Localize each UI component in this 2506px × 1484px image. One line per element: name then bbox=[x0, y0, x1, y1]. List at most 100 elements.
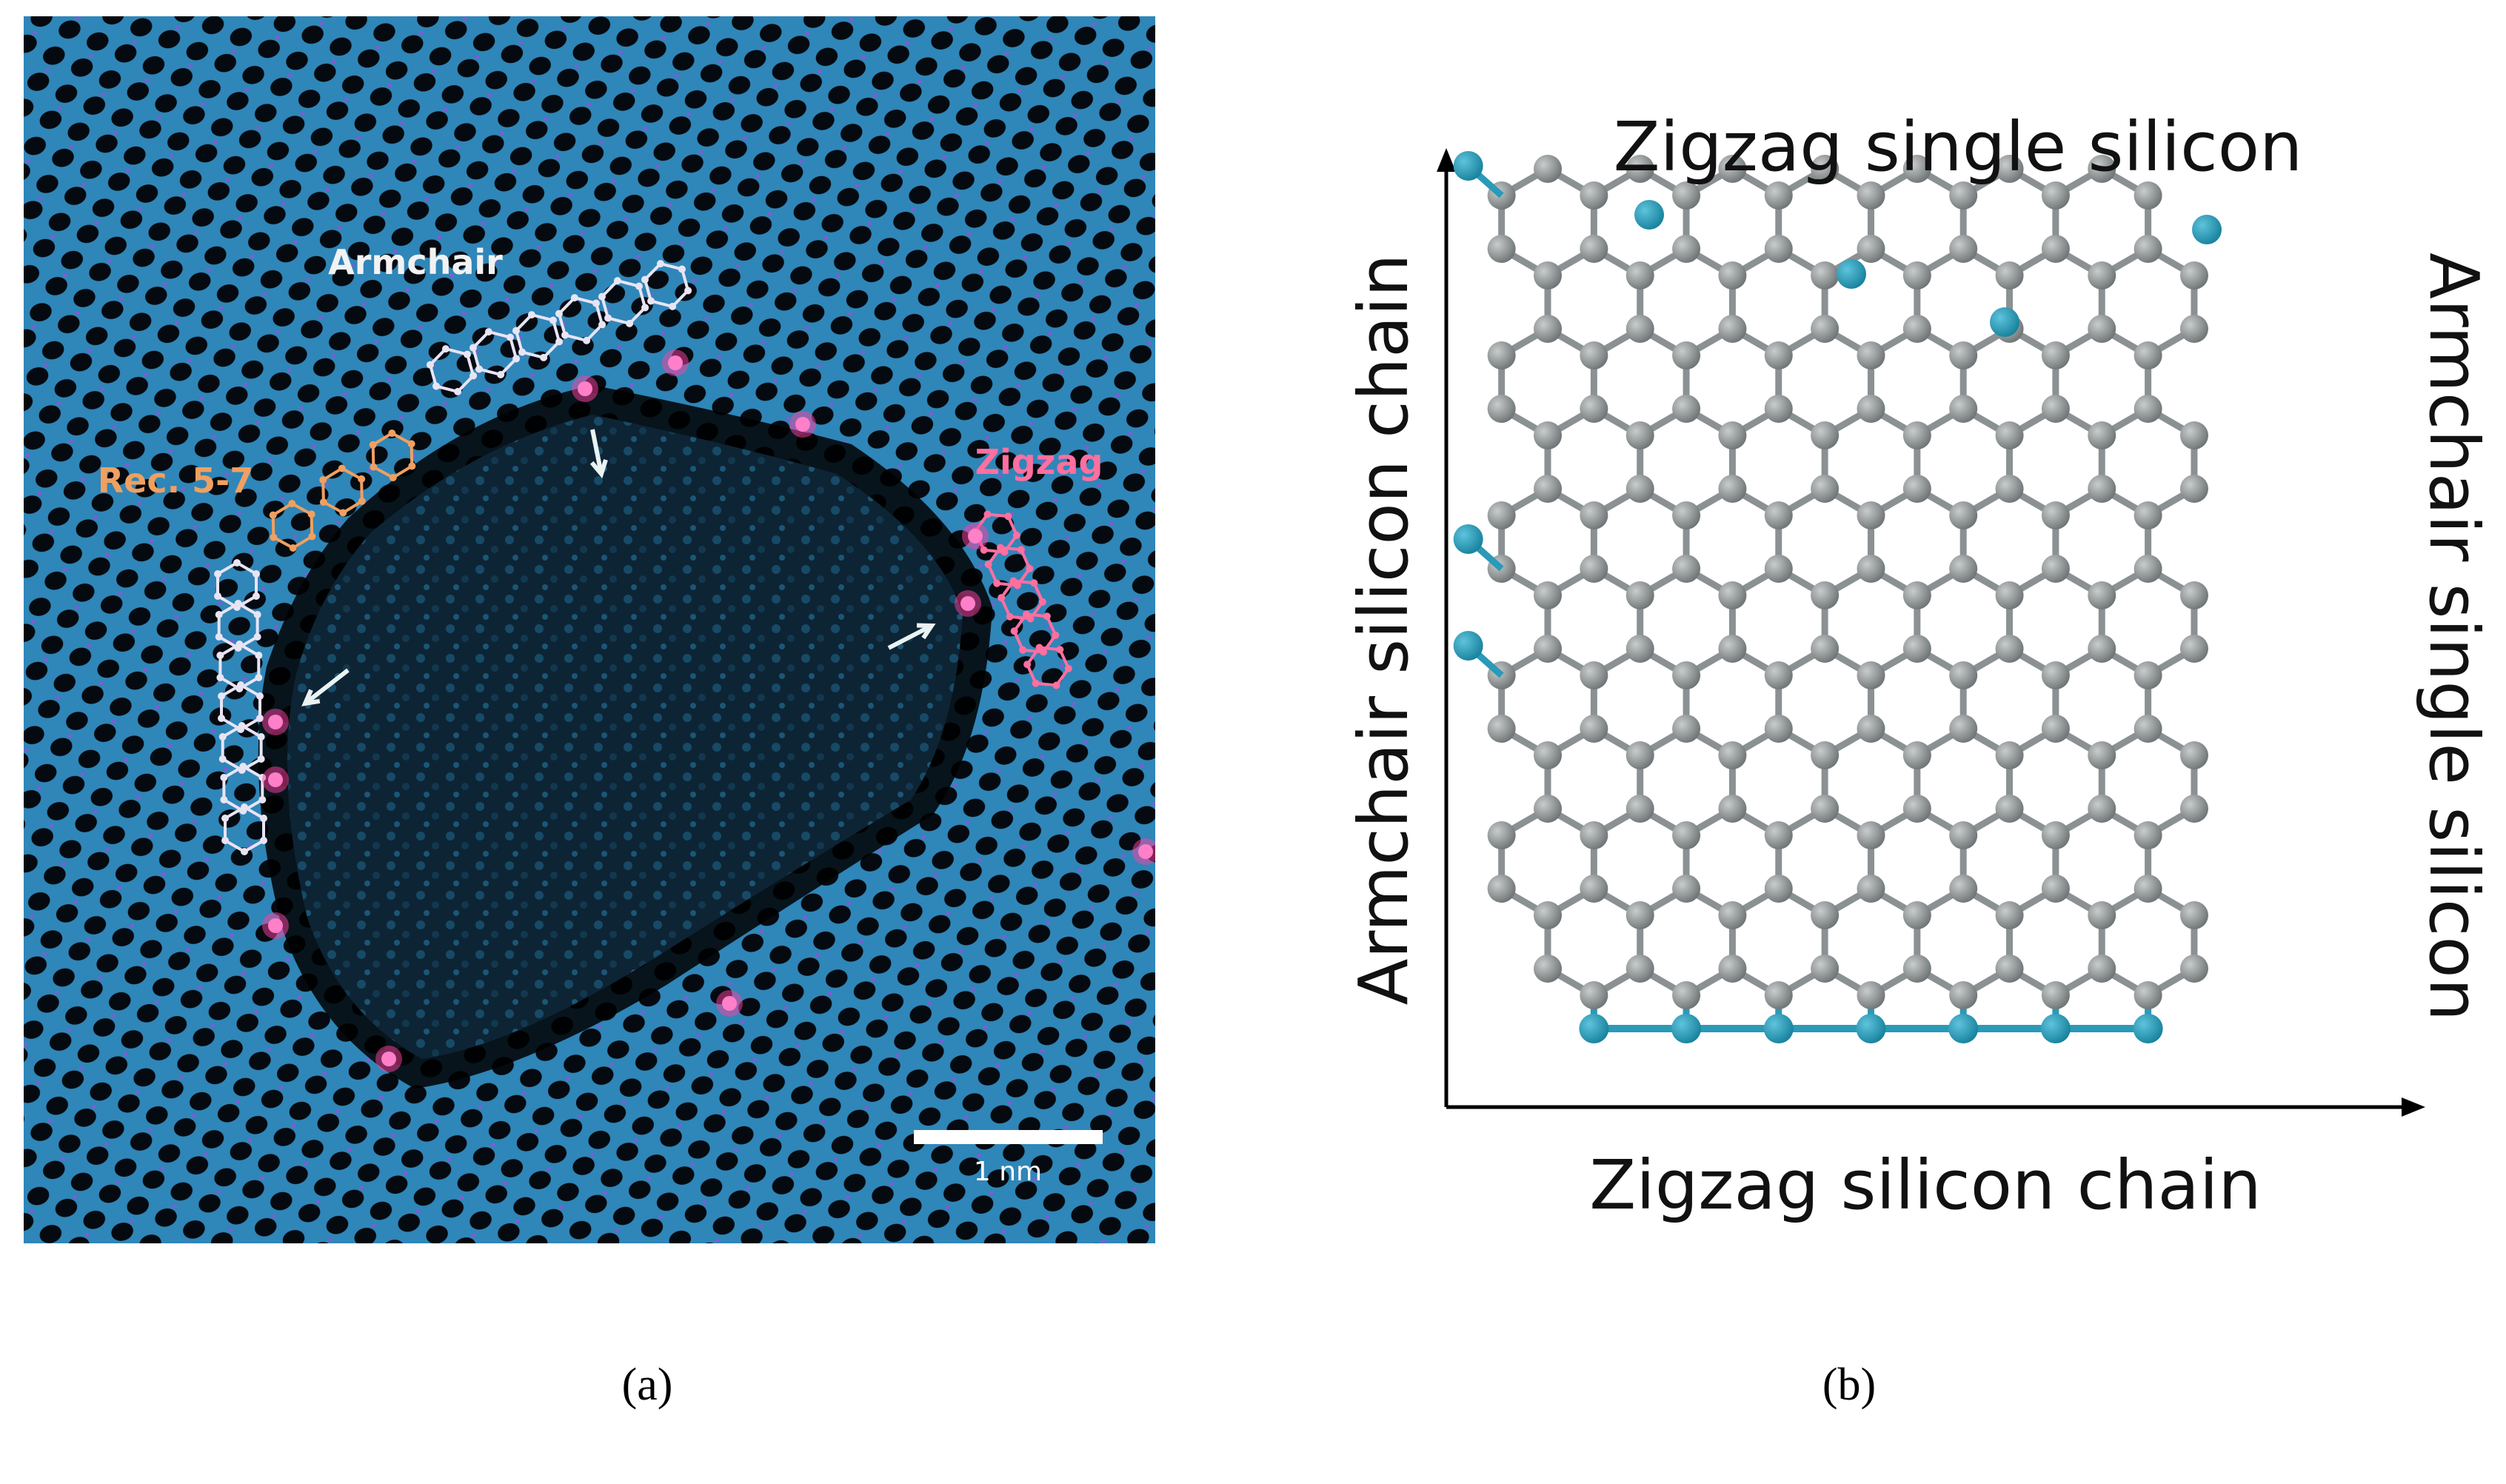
carbon-atom bbox=[1672, 341, 1701, 370]
silicon-atom bbox=[1453, 524, 1483, 554]
silicon-atom bbox=[1634, 200, 1664, 230]
scale-bar-label: 1 nm bbox=[974, 1157, 1042, 1187]
ring-atom bbox=[555, 310, 563, 318]
dopant bbox=[381, 1052, 396, 1066]
carbon-atom bbox=[1534, 795, 1562, 823]
carbon-atom bbox=[1672, 661, 1701, 689]
carbon-atom bbox=[1580, 715, 1608, 743]
micrograph: 1 nm Armchair Rec. 5-7 Zigzag bbox=[24, 16, 1155, 1243]
carbon-atom bbox=[1580, 341, 1608, 370]
scale-bar bbox=[914, 1130, 1103, 1144]
carbon-atom bbox=[1902, 741, 1931, 769]
ring-atom bbox=[426, 361, 434, 369]
carbon-atom bbox=[1764, 395, 1793, 423]
dopant bbox=[268, 715, 283, 729]
carbon-atom bbox=[1580, 555, 1608, 583]
carbon-atom bbox=[1857, 395, 1885, 423]
carbon-atom bbox=[1949, 821, 1978, 849]
ring-atom bbox=[463, 350, 471, 358]
carbon-atom bbox=[1534, 261, 1562, 290]
carbon-atom bbox=[1949, 235, 1978, 263]
carbon-atom bbox=[1764, 661, 1793, 689]
ring-atom bbox=[980, 546, 988, 554]
carbon-atom bbox=[1995, 261, 2024, 290]
carbon-atom bbox=[1672, 501, 1701, 529]
ring-atom bbox=[241, 803, 248, 811]
carbon-atom bbox=[1580, 661, 1608, 689]
carbon-atom bbox=[1857, 235, 1885, 263]
carbon-atom bbox=[2088, 315, 2116, 343]
carbon-atom bbox=[1857, 341, 1885, 370]
dopant bbox=[578, 381, 592, 396]
ring-atom bbox=[270, 533, 278, 541]
zigzag-label: Zigzag bbox=[975, 442, 1103, 482]
ring-atom bbox=[1052, 631, 1060, 639]
ring-atom bbox=[641, 275, 649, 284]
ring-atom bbox=[259, 837, 267, 844]
rec57-label: Rec. 5-7 bbox=[98, 461, 253, 501]
ring-atom bbox=[269, 511, 277, 519]
carbon-atom bbox=[1995, 955, 2024, 983]
ring-atom bbox=[214, 592, 222, 600]
right-label: Armchair single silicon bbox=[2414, 253, 2493, 1021]
ring-atom bbox=[626, 319, 634, 327]
carbon-atom bbox=[1487, 715, 1516, 743]
ring-atom bbox=[253, 633, 261, 641]
ring-atom bbox=[241, 848, 248, 855]
carbon-atom bbox=[2134, 341, 2162, 370]
dopant bbox=[968, 529, 983, 544]
ring-atom bbox=[255, 652, 263, 659]
carbon-atom bbox=[1534, 155, 1562, 183]
caption-b: (b) bbox=[1822, 1360, 1876, 1410]
carbon-atom bbox=[1857, 555, 1885, 583]
ring-atom bbox=[1009, 577, 1018, 585]
carbon-atom bbox=[1672, 395, 1701, 423]
carbon-atom bbox=[1995, 635, 2024, 663]
ring-atom bbox=[218, 715, 226, 722]
silicon-atom bbox=[1671, 1014, 1702, 1043]
ring-atom bbox=[1064, 664, 1072, 672]
arrow-head bbox=[301, 689, 321, 706]
ring-atom bbox=[258, 796, 267, 803]
carbon-atom bbox=[1995, 741, 2024, 769]
carbon-atom bbox=[2088, 581, 2116, 609]
ring-atom bbox=[307, 510, 315, 518]
carbon-atom bbox=[1718, 581, 1747, 609]
carbon-atom bbox=[1580, 875, 1608, 903]
ring-atom bbox=[613, 277, 621, 285]
ring-atom bbox=[255, 692, 264, 700]
ring-atom bbox=[506, 333, 514, 341]
caption-a: (a) bbox=[622, 1360, 673, 1410]
carbon-atom bbox=[1534, 581, 1562, 609]
carbon-atom bbox=[1672, 555, 1701, 583]
carbon-atom bbox=[1718, 155, 1747, 183]
ring-atom bbox=[518, 348, 527, 356]
ring-atom bbox=[527, 311, 535, 319]
ring-atom bbox=[235, 641, 244, 648]
carbon-atom bbox=[1625, 635, 1654, 663]
silicon-atom bbox=[1856, 1014, 1886, 1043]
carbon-atom bbox=[1487, 341, 1516, 370]
carbon-atom bbox=[1718, 315, 1747, 343]
carbon-atom bbox=[1672, 821, 1701, 849]
carbon-atom bbox=[2088, 901, 2116, 929]
carbon-atom bbox=[1718, 635, 1747, 663]
carbon-atom bbox=[1857, 821, 1885, 849]
carbon-atom bbox=[2088, 261, 2116, 290]
carbon-atom bbox=[1718, 741, 1747, 769]
carbon-atom bbox=[1625, 315, 1654, 343]
carbon-atom bbox=[2088, 795, 2116, 823]
ring-atom bbox=[389, 473, 397, 481]
ring-overlays bbox=[214, 260, 1155, 1072]
carbon-atom bbox=[2134, 875, 2162, 903]
carbon-atom bbox=[1949, 875, 1978, 903]
carbon-atom bbox=[2041, 181, 2070, 210]
ring-atom bbox=[656, 260, 664, 268]
ring-atom bbox=[218, 733, 227, 741]
carbon-atom bbox=[1811, 635, 1840, 663]
ring-atom bbox=[983, 510, 992, 518]
ring-atom bbox=[308, 532, 316, 541]
ring-atom bbox=[1026, 564, 1034, 572]
ring-atom bbox=[358, 475, 366, 483]
carbon-atom bbox=[1487, 821, 1516, 849]
